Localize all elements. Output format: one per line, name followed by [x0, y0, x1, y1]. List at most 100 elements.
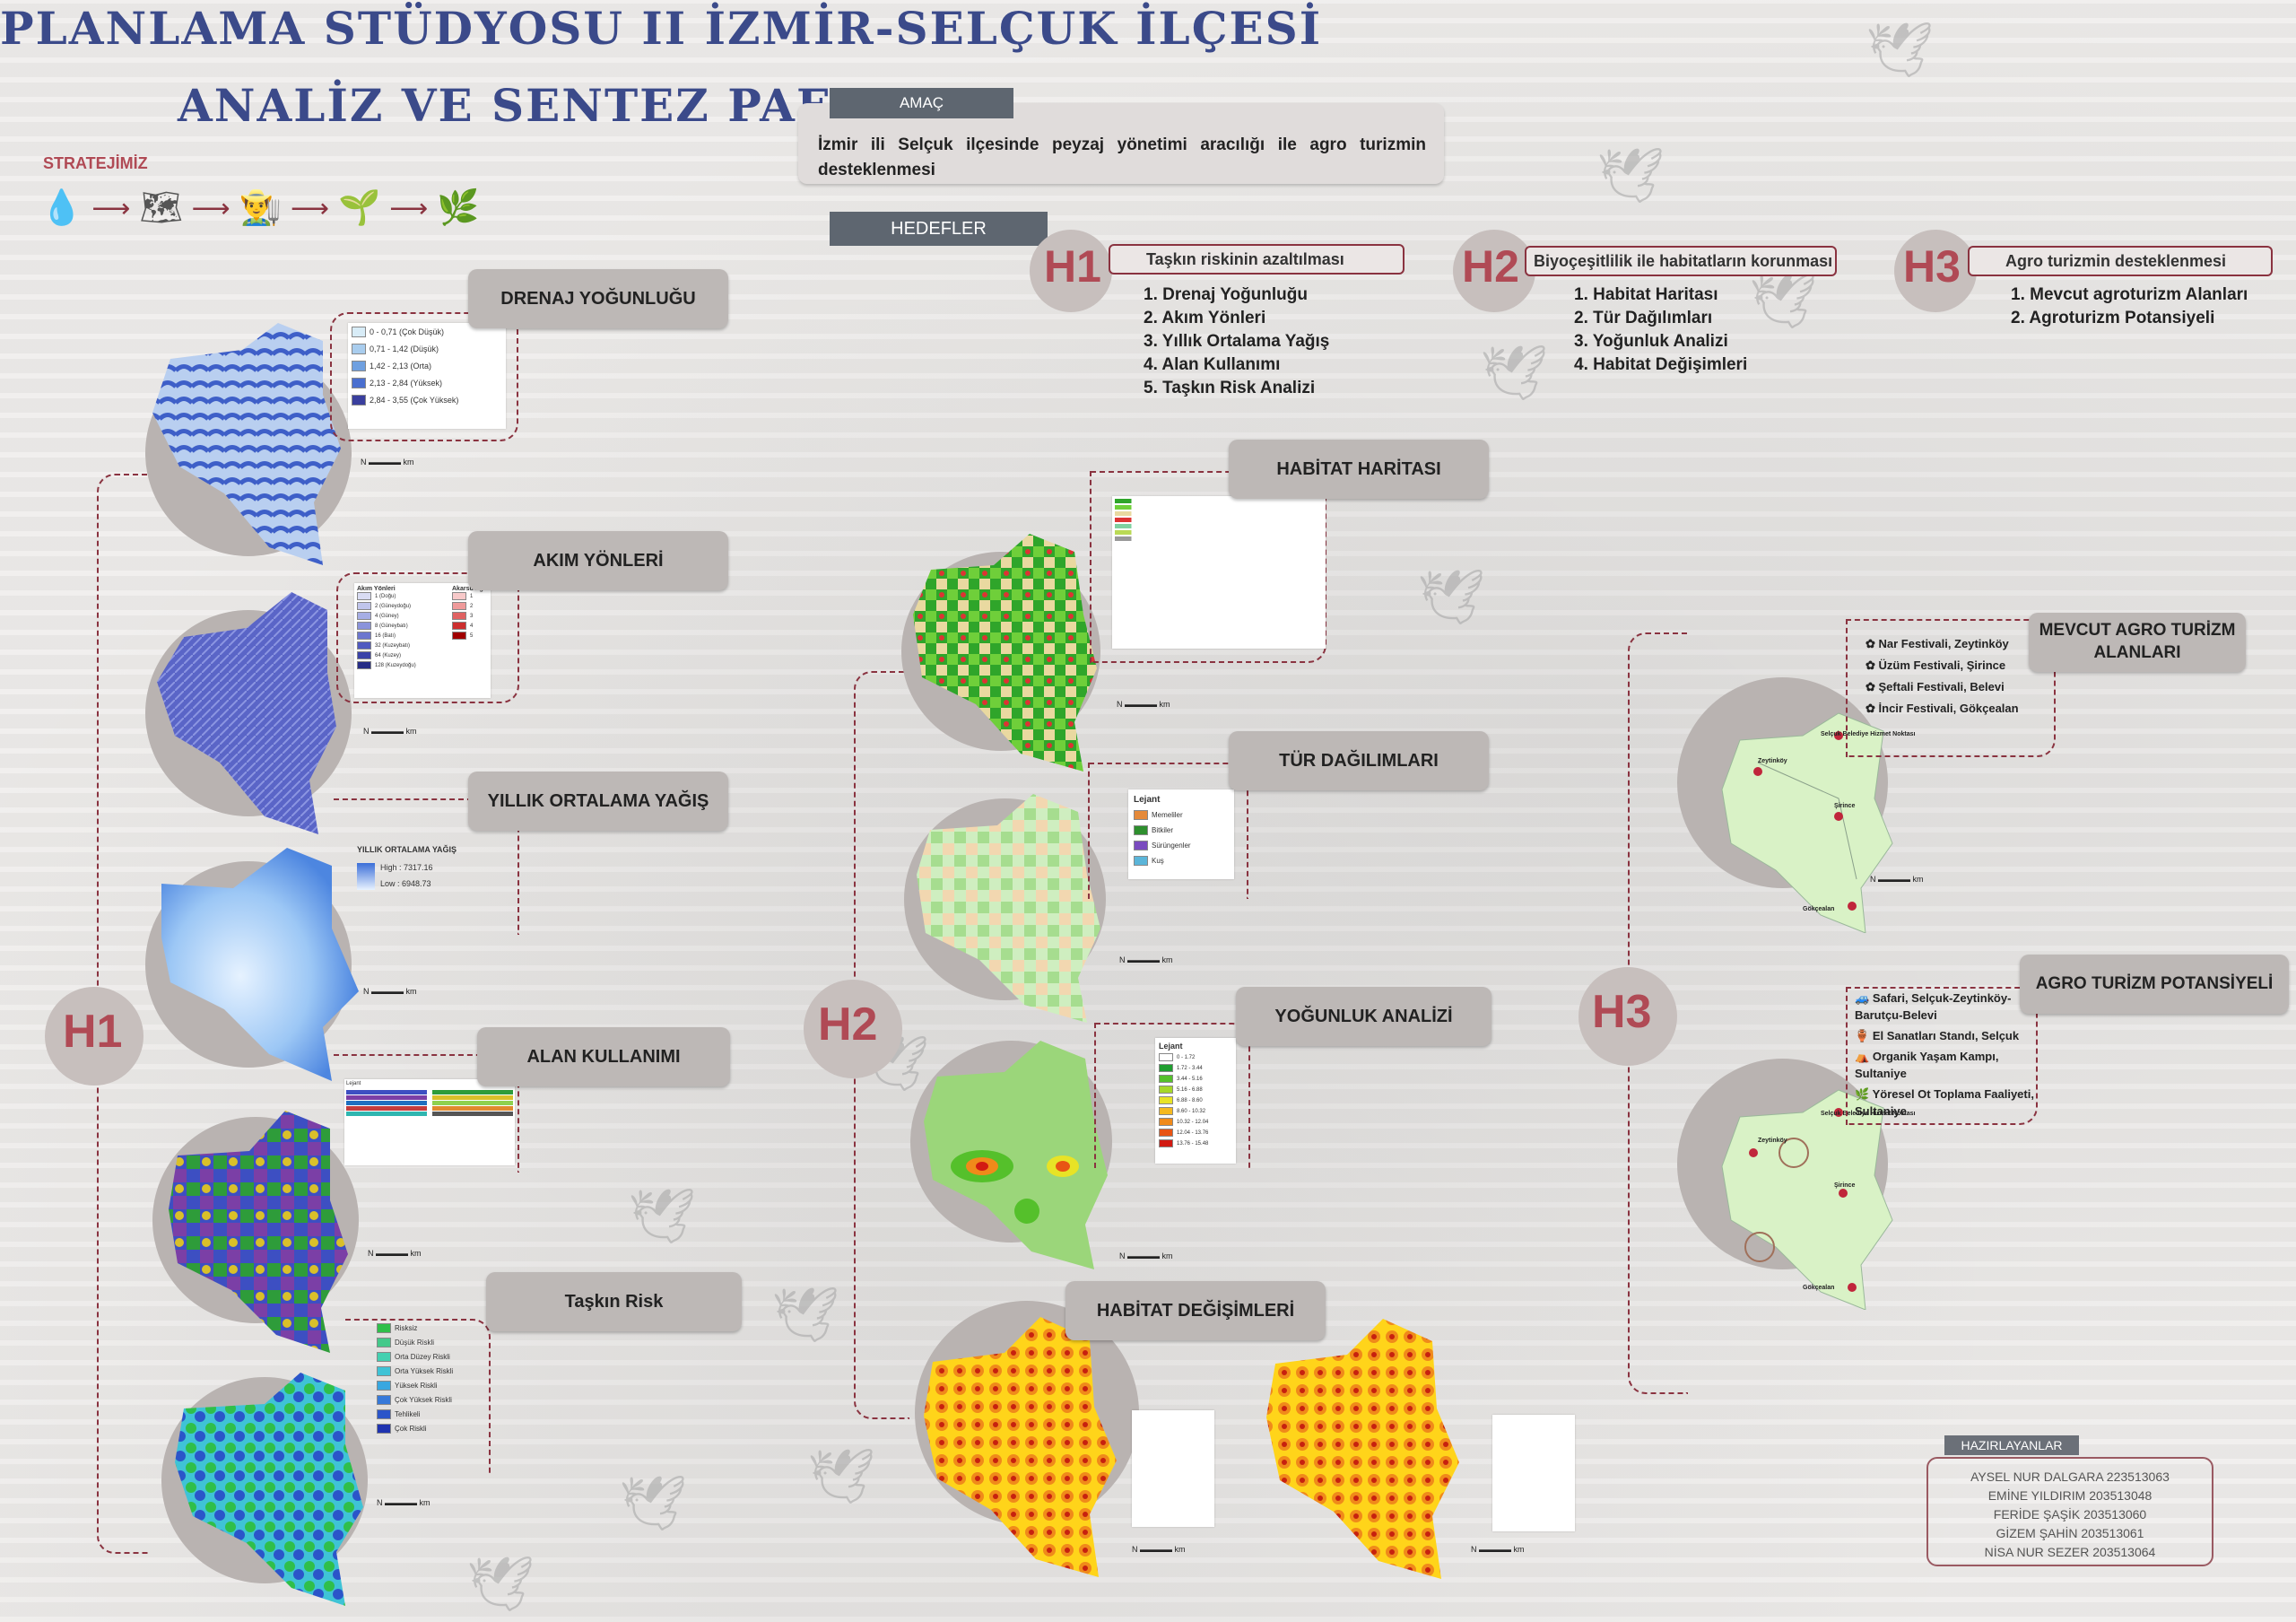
- amac-label: AMAÇ: [830, 88, 1013, 118]
- legend-label: Orta Yüksek Riskli: [395, 1367, 454, 1375]
- h3-code: H3: [1592, 986, 1652, 1038]
- festival-icon: ✿: [1866, 680, 1879, 693]
- goal-h2-title: Biyoçeşitlilik ile habitatların korunmas…: [1525, 246, 1837, 276]
- sprout-icon: 🌱: [337, 189, 381, 227]
- herb-icon: 🌿: [1855, 1087, 1873, 1101]
- legend-label: 13.76 - 15.48: [1177, 1140, 1209, 1147]
- drenaj-map: [152, 323, 341, 565]
- legend-label: Memeliler: [1152, 811, 1183, 819]
- legend-swatch: [1134, 841, 1148, 850]
- alan-connector: [334, 1054, 519, 1173]
- goal-h1-title: Taşkın riskinin azaltılması: [1109, 244, 1405, 275]
- legend-row: 1,42 - 2,13 (Orta): [352, 361, 502, 371]
- taskin-connector: [345, 1319, 491, 1473]
- scale-bar: N ▬▬▬▬ km: [1132, 1545, 1186, 1554]
- legend-swatch: [352, 395, 366, 406]
- alan-header: ALAN KULLANIMI: [477, 1027, 730, 1086]
- legend-swatch: [452, 602, 466, 610]
- author-name: FERİDE ŞAŞİK 203513060: [1993, 1507, 2147, 1522]
- legend-label: 3: [470, 613, 474, 619]
- legend-label: 2: [470, 603, 474, 609]
- page-title: PLANLAMA STÜDYOSU II İZMİR-SELÇUK İLÇESİ: [0, 2, 1323, 55]
- list-item: ✿ Şeftali Festivali, Belevi: [1866, 680, 2005, 693]
- bird-icon: 🕊: [807, 1446, 876, 1506]
- list-item: ✿ İncir Festivali, Gökçealan: [1866, 702, 2019, 715]
- legend-swatch: [1159, 1139, 1173, 1147]
- akim-map: [157, 592, 336, 834]
- h2-code: H2: [818, 998, 878, 1051]
- arrow-right-icon: ⟶: [389, 193, 429, 223]
- legend-swatch: [377, 1338, 391, 1347]
- yagis-high: High : 7317.16: [380, 863, 433, 872]
- goal-h2-code: H2: [1462, 241, 1519, 292]
- list-item: 4. Habitat Değişimleri: [1574, 355, 1748, 374]
- alan-map: [169, 1111, 348, 1353]
- alan-legend-title: Lejant: [346, 1081, 361, 1086]
- legend-swatch: [357, 612, 371, 620]
- list-item: ⛺ Organik Yaşam Kampı, Sultaniye: [1855, 1050, 1999, 1080]
- h2-circle: [804, 980, 902, 1078]
- arrow-right-icon: ⟶: [191, 193, 230, 223]
- list-item: 1. Habitat Haritası: [1574, 285, 1718, 304]
- yogunluk-header: YOĞUNLUK ANALİZİ: [1236, 987, 1492, 1046]
- legend-label: 0 - 1.72: [1177, 1054, 1196, 1060]
- legend-row: 128 (Kuzeydoğu): [357, 661, 447, 669]
- potansiyel-list: 🚙 Safari, Selçuk-Zeytinköy-Barutçu-Belev…: [1855, 990, 2034, 1120]
- map-label-zeytinkoy: Zeytinköy: [1758, 1138, 1787, 1144]
- yagis-header: YILLIK ORTALAMA YAĞIŞ: [468, 772, 728, 831]
- legend-swatch: [1134, 856, 1148, 866]
- scale-bar: N ▬▬▬▬ km: [377, 1498, 430, 1507]
- scale-bar: N ▬▬▬▬ km: [363, 987, 417, 996]
- list-item: 🚙 Safari, Selçuk-Zeytinköy-Barutçu-Belev…: [1855, 991, 2012, 1022]
- legend-swatch: [1159, 1118, 1173, 1126]
- bird-icon: 🕊: [619, 1473, 688, 1533]
- hedefler-label: HEDEFLER: [830, 212, 1048, 246]
- degisim-legend-2: [1492, 1415, 1575, 1531]
- legend-swatch: [357, 641, 371, 650]
- legend-label: 4 (Güney): [375, 613, 399, 619]
- bird-icon: 🕊: [466, 1554, 535, 1614]
- list-item: 1. Drenaj Yoğunluğu: [1144, 285, 1308, 304]
- yagis-gradient: [357, 863, 375, 890]
- legend-label: 0 - 0,71 (Çok Düşük): [370, 327, 445, 336]
- goal-h1-code: H1: [1044, 241, 1101, 292]
- legend-row: 4: [452, 622, 488, 630]
- legend-row: 1 (Doğu): [357, 592, 447, 600]
- legend-row: Yüksek Riskli: [377, 1381, 491, 1391]
- potansiyel-connector: [1846, 987, 2038, 1125]
- legend-row: 10.32 - 12.04: [1159, 1118, 1232, 1126]
- legend-swatch: [452, 592, 466, 600]
- legend-label: 1,42 - 2,13 (Orta): [370, 362, 432, 371]
- legend-label: 5: [470, 632, 474, 639]
- h1-circle: [45, 987, 144, 1086]
- hazirlayanlar-box: AYSEL NUR DALGARA 223513063 EMİNE YILDIR…: [1926, 1457, 2213, 1566]
- degisim-map-2: [1266, 1319, 1459, 1579]
- legend-label: Bitkiler: [1152, 826, 1174, 834]
- legend-swatch: [452, 612, 466, 620]
- legend-row: 0 - 1.72: [1159, 1053, 1232, 1061]
- legend-row: 64 (Kuzey): [357, 651, 447, 659]
- akarsu-legend-title: Akarsu Ağı: [452, 586, 485, 592]
- goal-h1-circle: [1030, 230, 1112, 312]
- map-label-sirince: Şirince: [1834, 1182, 1856, 1189]
- akim-legend-title: Akım Yönleri: [357, 586, 396, 592]
- legend-label: 2 (Güneydoğu): [375, 603, 412, 609]
- scale-bar: N ▬▬▬▬ km: [1119, 955, 1173, 964]
- legend-row: 12.04 - 13.76: [1159, 1129, 1232, 1137]
- legend-row: 2: [452, 602, 488, 610]
- map-icon: 🗺: [139, 189, 183, 227]
- farmer-icon: 👨‍🌾: [239, 189, 282, 227]
- hand-plant-icon: 🌿: [437, 189, 480, 227]
- legend-swatch: [1159, 1064, 1173, 1072]
- author-name: NİSA NUR SEZER 203513064: [1984, 1545, 2156, 1559]
- habitat-map: [913, 534, 1097, 772]
- habitat-legend: [1112, 496, 1326, 649]
- taskin-header: Taşkın Risk: [486, 1272, 742, 1331]
- legend-swatch: [452, 622, 466, 630]
- degisim-legend-1: [1132, 1410, 1214, 1527]
- akim-header: AKIM YÖNLERİ: [468, 531, 728, 590]
- legend-label: Çok Yüksek Riskli: [395, 1396, 452, 1404]
- legend-row: 16 (Batı): [357, 632, 447, 640]
- legend-label: 12.04 - 13.76: [1177, 1129, 1209, 1136]
- legend-swatch: [1159, 1129, 1173, 1137]
